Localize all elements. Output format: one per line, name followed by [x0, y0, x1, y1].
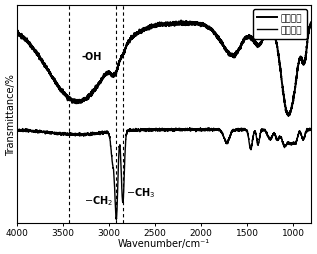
疏水碳点 — [244, 129, 248, 132]
疏水碳点 — [201, 128, 205, 131]
亲水碳点 — [244, 38, 248, 41]
亲水碳点 — [287, 115, 290, 118]
Y-axis label: Transmittance/%: Transmittance/% — [6, 74, 16, 155]
亲水碳点 — [309, 22, 313, 25]
亲水碳点 — [248, 37, 252, 40]
疏水碳点 — [309, 128, 313, 131]
Line: 亲水碳点: 亲水碳点 — [17, 21, 311, 116]
Text: $-$CH$_2$: $-$CH$_2$ — [84, 194, 113, 207]
亲水碳点 — [213, 33, 217, 36]
Legend: 亲水碳点, 疏水碳点: 亲水碳点, 疏水碳点 — [253, 10, 307, 40]
亲水碳点 — [15, 31, 19, 35]
X-axis label: Wavenumber/cm⁻¹: Wavenumber/cm⁻¹ — [118, 239, 210, 248]
疏水碳点 — [188, 127, 191, 130]
亲水碳点 — [201, 24, 205, 27]
Text: $-$CH$_3$: $-$CH$_3$ — [126, 186, 155, 199]
疏水碳点 — [124, 141, 127, 144]
亲水碳点 — [124, 47, 127, 50]
Text: -OH: -OH — [81, 52, 102, 62]
亲水碳点 — [179, 20, 183, 23]
疏水碳点 — [213, 129, 217, 132]
疏水碳点 — [15, 130, 19, 133]
亲水碳点 — [111, 74, 114, 77]
Line: 疏水碳点: 疏水碳点 — [17, 128, 311, 219]
疏水碳点 — [248, 146, 252, 149]
疏水碳点 — [111, 164, 114, 167]
疏水碳点 — [114, 218, 118, 221]
